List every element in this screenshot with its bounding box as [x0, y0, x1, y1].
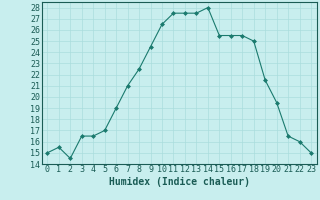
X-axis label: Humidex (Indice chaleur): Humidex (Indice chaleur)	[109, 177, 250, 187]
